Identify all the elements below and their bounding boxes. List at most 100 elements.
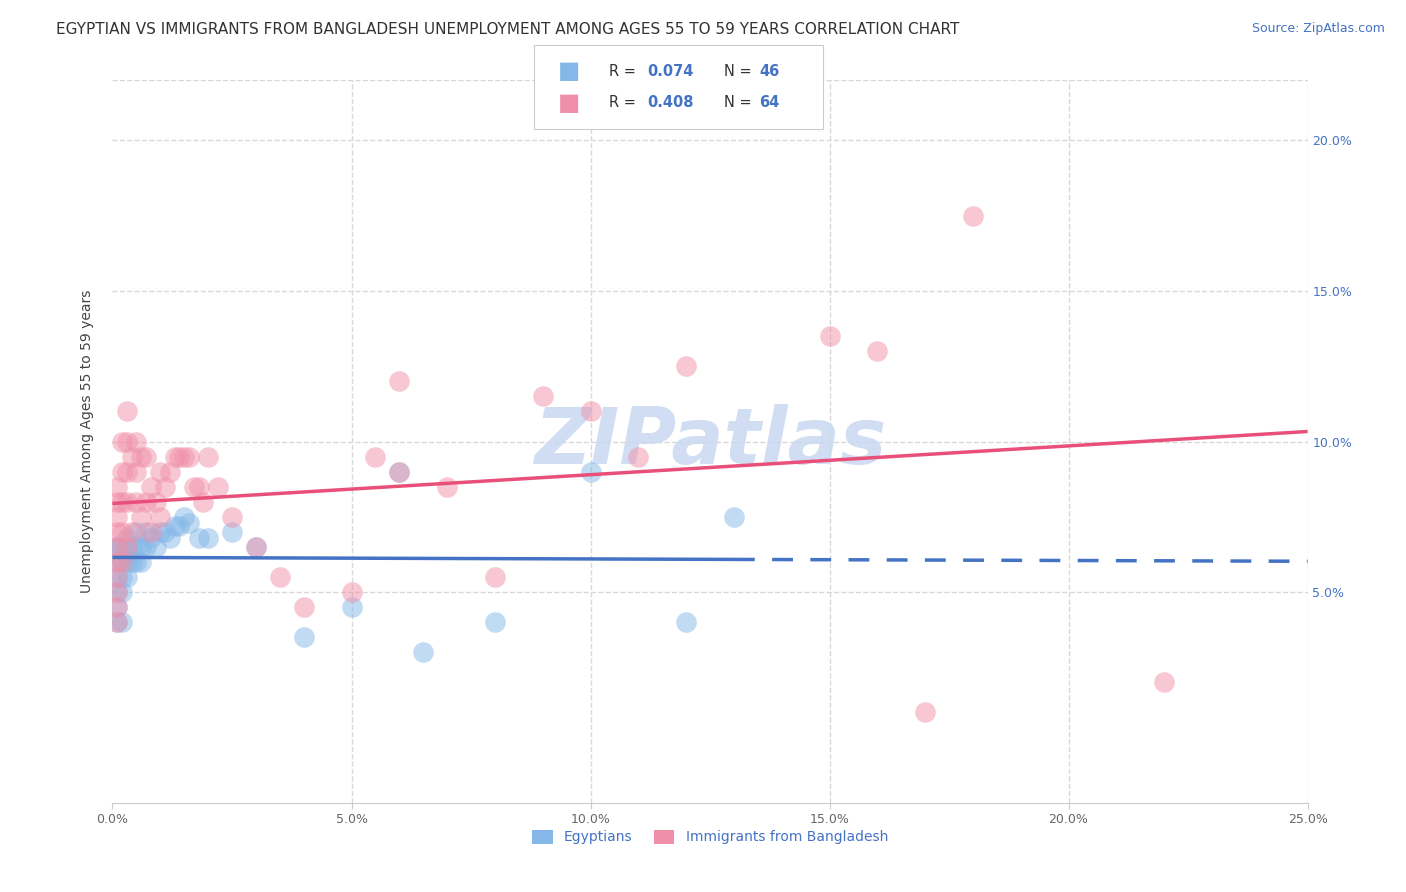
Point: [125, 555, 148, 569]
Point: [388, 374, 411, 388]
Point: [187, 531, 209, 545]
Point: [221, 524, 243, 539]
Point: [173, 450, 195, 464]
Y-axis label: Unemployment Among Ages 55 to 59 years: Unemployment Among Ages 55 to 59 years: [80, 290, 94, 593]
Text: N =: N =: [724, 64, 752, 78]
Point: [169, 450, 191, 464]
Point: [436, 480, 458, 494]
Point: [579, 404, 602, 418]
Point: [139, 531, 162, 545]
Point: [105, 540, 128, 554]
Point: [149, 465, 172, 479]
Point: [105, 600, 128, 615]
Point: [627, 450, 650, 464]
Point: [163, 450, 186, 464]
Text: R =: R =: [609, 64, 636, 78]
Point: [105, 585, 128, 599]
Point: [105, 494, 128, 508]
Point: [221, 509, 243, 524]
Point: [111, 555, 134, 569]
Point: [111, 555, 134, 569]
Point: [125, 540, 148, 554]
Point: [149, 509, 172, 524]
Point: [135, 540, 157, 554]
Point: [105, 540, 128, 554]
Point: [121, 540, 143, 554]
Point: [121, 524, 143, 539]
Point: [818, 329, 841, 343]
Point: [866, 344, 889, 359]
Point: [115, 494, 138, 508]
Point: [105, 585, 128, 599]
Point: [125, 524, 148, 539]
Point: [129, 450, 152, 464]
Point: [105, 600, 128, 615]
Point: [187, 480, 209, 494]
Point: [531, 389, 554, 403]
Point: [139, 524, 162, 539]
Point: [723, 509, 745, 524]
Point: [129, 509, 152, 524]
Point: [121, 555, 143, 569]
Point: [111, 494, 134, 508]
Point: [340, 585, 363, 599]
Point: [269, 570, 291, 584]
Point: [153, 480, 176, 494]
Point: [129, 540, 152, 554]
Point: [115, 404, 138, 418]
Point: [207, 480, 229, 494]
Point: [111, 540, 134, 554]
Point: [340, 600, 363, 615]
Point: [105, 540, 128, 554]
Text: 46: 46: [759, 64, 779, 78]
Point: [183, 480, 205, 494]
Point: [115, 531, 138, 545]
Point: [105, 509, 128, 524]
Point: [388, 465, 411, 479]
Point: [105, 524, 128, 539]
Point: [962, 209, 984, 223]
Point: [129, 555, 152, 569]
Point: [105, 480, 128, 494]
Point: [197, 450, 219, 464]
Point: [159, 465, 181, 479]
Point: [153, 524, 176, 539]
Point: [177, 516, 200, 530]
Point: [914, 706, 936, 720]
Point: [412, 645, 434, 659]
Point: [115, 434, 138, 449]
Point: [111, 434, 134, 449]
Point: [364, 450, 387, 464]
Point: [197, 531, 219, 545]
Point: [115, 570, 138, 584]
Text: ■: ■: [558, 91, 581, 114]
Text: ZIPatlas: ZIPatlas: [534, 403, 886, 480]
Point: [111, 615, 134, 630]
Point: [159, 531, 181, 545]
Legend: Egyptians, Immigrants from Bangladesh: Egyptians, Immigrants from Bangladesh: [527, 824, 893, 850]
Point: [105, 555, 128, 569]
Point: [292, 600, 315, 615]
Point: [163, 518, 186, 533]
Text: EGYPTIAN VS IMMIGRANTS FROM BANGLADESH UNEMPLOYMENT AMONG AGES 55 TO 59 YEARS CO: EGYPTIAN VS IMMIGRANTS FROM BANGLADESH U…: [56, 22, 960, 37]
Point: [169, 518, 191, 533]
Point: [135, 524, 157, 539]
Point: [115, 540, 138, 554]
Point: [388, 465, 411, 479]
Point: [484, 570, 506, 584]
Text: ■: ■: [558, 60, 581, 83]
Point: [135, 450, 157, 464]
Point: [111, 524, 134, 539]
Text: 0.408: 0.408: [647, 95, 693, 110]
Point: [125, 434, 148, 449]
Point: [111, 585, 134, 599]
Point: [245, 540, 267, 554]
Point: [675, 615, 697, 630]
Point: [484, 615, 506, 630]
Point: [193, 494, 215, 508]
Text: Source: ZipAtlas.com: Source: ZipAtlas.com: [1251, 22, 1385, 36]
Point: [115, 555, 138, 569]
Point: [145, 540, 167, 554]
Point: [105, 615, 128, 630]
Text: N =: N =: [724, 95, 752, 110]
